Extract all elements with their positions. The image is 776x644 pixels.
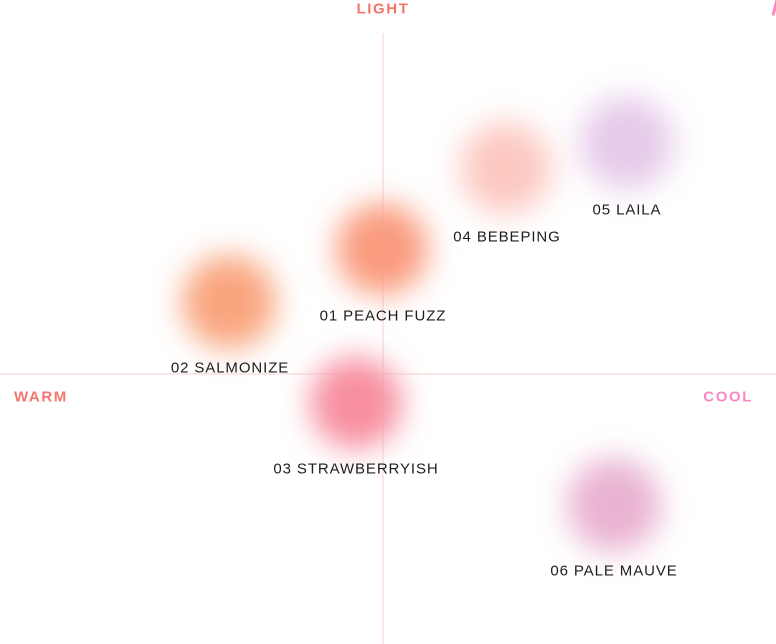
shade-label: 05 LAILA [592, 201, 662, 219]
axis-label-warm: WARM [14, 388, 68, 406]
shade-dot[interactable] [182, 255, 276, 349]
shade-dot[interactable] [580, 96, 674, 190]
shade-dot[interactable] [310, 357, 402, 449]
axis-label-cool: COOL [703, 388, 753, 406]
vertical-axis-line [382, 33, 384, 644]
shade-label: 03 STRAWBERRYISH [273, 460, 439, 478]
shade-label: 01 PEACH FUZZ [319, 307, 447, 325]
shade-dot[interactable] [567, 458, 661, 552]
axis-label-light: LIGHT [356, 0, 410, 18]
shade-label: 06 PALE MAUVE [550, 562, 678, 580]
shade-dot[interactable] [336, 203, 428, 295]
shade-label: 04 BEBEPING [453, 228, 561, 246]
shade-dot[interactable] [460, 122, 552, 214]
shade-label: 02 SALMONIZE [170, 359, 290, 377]
